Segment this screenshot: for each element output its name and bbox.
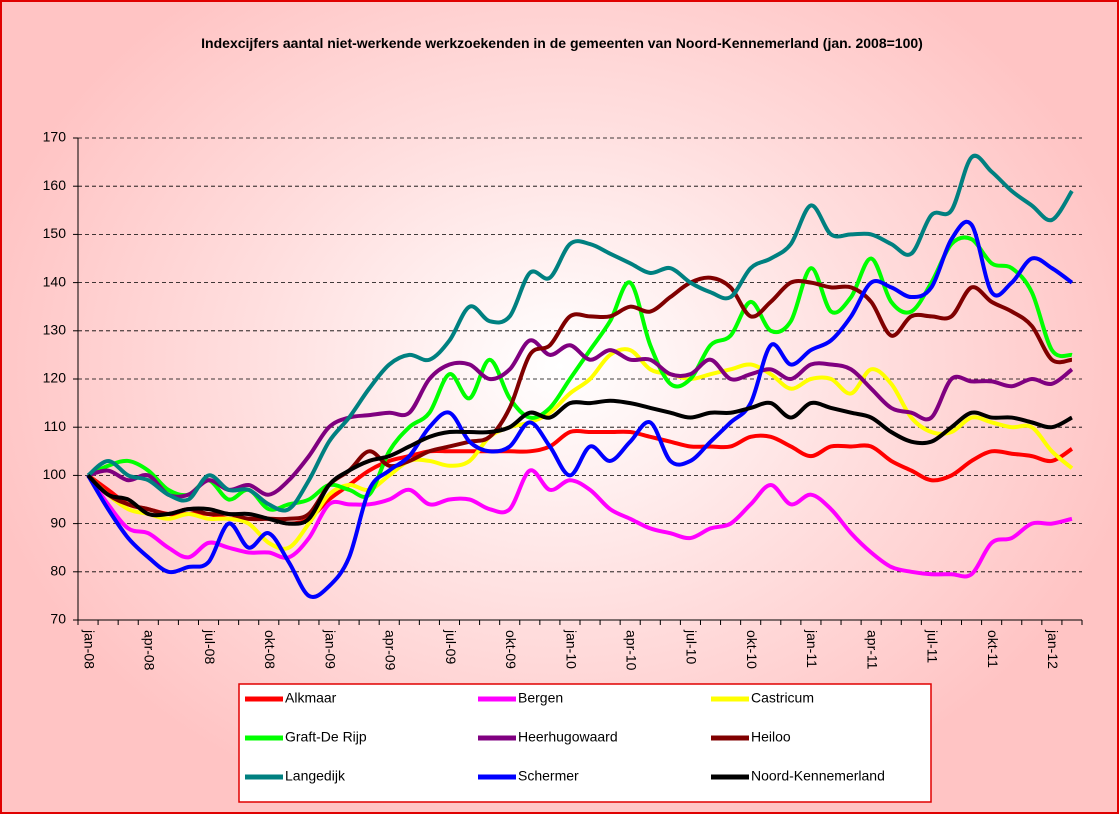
- y-tick-label: 140: [43, 273, 67, 289]
- legend-label: Heiloo: [751, 729, 791, 745]
- legend-box: [238, 683, 932, 803]
- legend-label: Graft-De Rijp: [285, 729, 367, 745]
- y-tick-label: 70: [50, 611, 66, 627]
- series-line: [86, 275, 1073, 522]
- legend-label: Schermer: [518, 768, 579, 784]
- series-line: [86, 398, 1073, 526]
- x-tick-label: okt-10: [744, 630, 760, 669]
- legend-label: Langedijk: [285, 768, 346, 784]
- x-tick-label: okt-11: [985, 630, 1001, 668]
- y-tick-label: 110: [44, 418, 67, 434]
- x-tick-label: apr-08: [142, 630, 158, 671]
- y-tick-label: 120: [43, 370, 67, 386]
- x-tick-label: jul-10: [684, 629, 700, 664]
- legend-label: Bergen: [518, 690, 563, 706]
- x-tick-label: okt-08: [262, 630, 278, 669]
- y-tick-label: 170: [43, 129, 67, 145]
- legend-label: Alkmaar: [285, 690, 337, 706]
- x-tick-label: apr-11: [864, 630, 880, 670]
- series-line: [86, 153, 1074, 513]
- y-tick-label: 160: [43, 177, 67, 193]
- x-tick-label: jul-08: [202, 629, 218, 664]
- series-line: [86, 468, 1073, 579]
- y-tick-label: 90: [50, 514, 66, 530]
- y-tick-label: 130: [43, 322, 67, 338]
- x-tick-label: jan-12: [1045, 629, 1061, 669]
- series-line: [86, 347, 1074, 551]
- x-tick-label: jan-11: [804, 629, 820, 668]
- x-tick-label: jan-09: [322, 629, 338, 669]
- y-tick-label: 80: [50, 563, 66, 579]
- series-line: [87, 338, 1074, 499]
- legend-label: Noord-Kennemerland: [751, 768, 885, 784]
- y-tick-label: 100: [43, 466, 67, 482]
- x-tick-label: apr-10: [623, 630, 639, 671]
- x-tick-label: apr-09: [383, 630, 399, 671]
- y-tick-label: 150: [43, 225, 67, 241]
- legend-label: Heerhugowaard: [518, 729, 618, 745]
- x-tick-label: jul-09: [443, 629, 459, 664]
- x-tick-label: jan-10: [563, 629, 579, 669]
- x-tick-label: okt-09: [503, 630, 519, 669]
- legend-label: Castricum: [751, 690, 814, 706]
- x-tick-label: jan-08: [81, 629, 97, 669]
- chart-title: Indexcijfers aantal niet-werkende werkzo…: [201, 35, 923, 51]
- series-line: [86, 219, 1074, 599]
- x-tick-label: jul-11: [925, 629, 941, 663]
- series-line: [87, 235, 1073, 512]
